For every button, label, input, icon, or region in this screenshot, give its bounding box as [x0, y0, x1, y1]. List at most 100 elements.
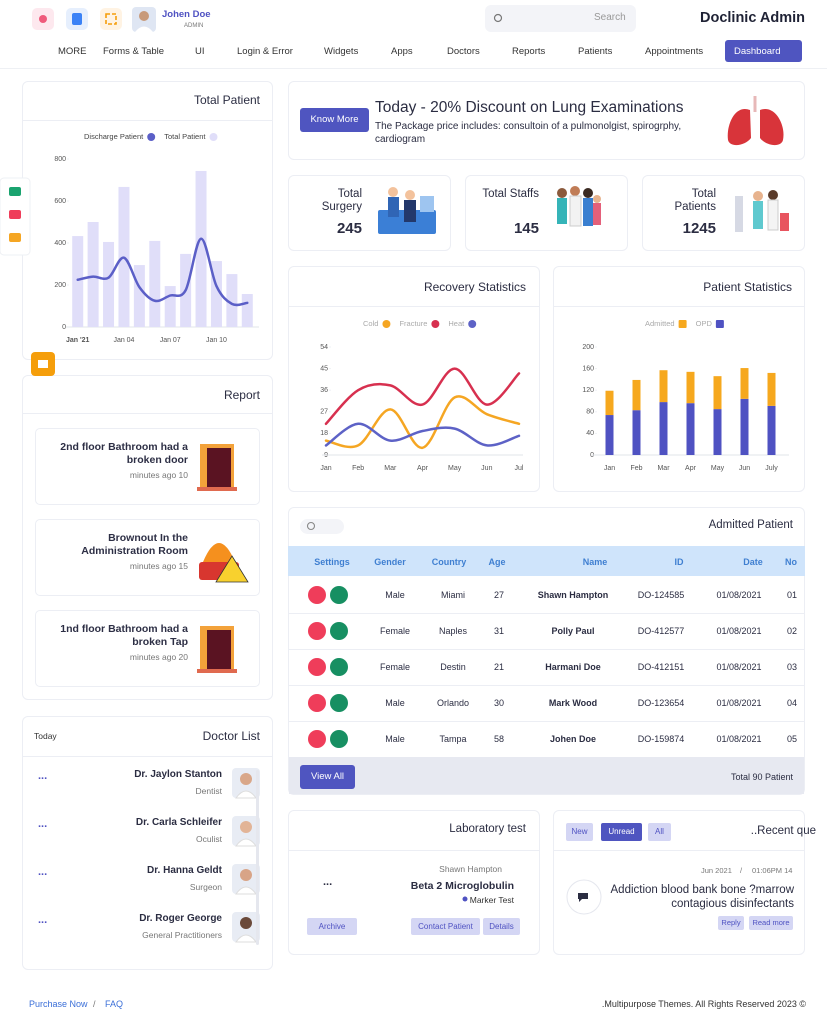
divider [22, 413, 273, 414]
more-menu[interactable]: ... [38, 818, 48, 830]
lab-patient: Shawn Hampton [439, 864, 502, 874]
total-patient-card [22, 81, 273, 360]
nav-item[interactable]: Apps [391, 46, 413, 57]
table-cell: Polly Paul [551, 626, 595, 636]
doctor-specialty: Oculist [196, 834, 222, 844]
reply-button[interactable]: Reply [718, 916, 744, 930]
nav-item[interactable]: Patients [578, 46, 613, 57]
table-cell: 31 [493, 626, 504, 636]
table-cell: 58 [493, 734, 504, 744]
read-more-button[interactable]: Read more [749, 916, 793, 930]
report-time: minutes ago 10 [129, 470, 188, 480]
lab-test: Beta 2 Microglobulin [410, 880, 514, 892]
avatar [132, 7, 156, 32]
table-cell: 27 [493, 590, 504, 600]
table-cell: 21 [493, 662, 504, 672]
card-title: Total Patient [193, 93, 260, 107]
nav-item[interactable]: UI [195, 46, 205, 57]
divider [288, 850, 540, 851]
tab-button[interactable]: Unread [601, 823, 642, 841]
table-cell: Male [385, 734, 405, 744]
card-title: Patient Statistics [703, 280, 792, 294]
nav-item[interactable]: MORE [58, 46, 87, 57]
nav-item[interactable]: Login & Error [237, 46, 293, 57]
table-cell: Harmani Doe [545, 662, 601, 672]
doctor-name: Dr. Jaylon Stanton [134, 769, 222, 780]
column-header: Settings [314, 557, 350, 567]
nav-item[interactable]: Reports [512, 46, 546, 57]
settings-icon [38, 360, 48, 368]
search-placeholder[interactable]: Search [594, 12, 626, 23]
table-cell: DO-159874 [637, 734, 685, 744]
promo-card [288, 81, 805, 160]
table-cell: 01/08/2021 [716, 590, 762, 600]
tab-label[interactable]: Today [34, 731, 57, 741]
footer-link[interactable]: FAQ [105, 999, 124, 1009]
table-cell: 05 [786, 734, 797, 744]
contact-button[interactable]: Contact Patient [411, 918, 480, 935]
table-cell: 02 [786, 626, 797, 636]
table-cell: Orlando [436, 698, 470, 708]
promo-button[interactable]: Know More [300, 108, 369, 132]
table-cell: 01/08/2021 [716, 734, 762, 744]
doctor-name: Dr. Carla Schleifer [135, 817, 222, 828]
icon [72, 13, 82, 25]
card-title: ..Recent que [750, 825, 816, 837]
table-cell: DO-124585 [637, 590, 685, 600]
tab-button[interactable]: New [566, 823, 593, 841]
report-text: 2nd floor Bathroom had a broken door [60, 441, 188, 466]
more-menu[interactable]: ... [38, 914, 48, 926]
doctor-name: Dr. Roger George [139, 913, 222, 924]
divider [288, 306, 540, 307]
table-cell: 04 [786, 698, 797, 708]
report-text: Brownout In the Administration Room [81, 532, 188, 557]
search-box [485, 5, 636, 32]
table-cell: DO-123654 [637, 698, 685, 708]
report-item [35, 428, 260, 505]
more-menu[interactable]: ... [38, 770, 48, 782]
more-menu[interactable]: ... [38, 866, 48, 878]
card-title: Laboratory test [449, 823, 526, 835]
divider [553, 850, 805, 851]
stat-card [288, 175, 451, 251]
table-search[interactable] [300, 519, 344, 534]
card-title: Admitted Patient [708, 519, 793, 531]
promo-text: The Package price includes: consultoin o… [375, 121, 682, 145]
table-cell: Mark Wood [548, 698, 598, 708]
footer-link[interactable]: Purchase Now [29, 999, 88, 1009]
more-menu[interactable]: ... [323, 876, 333, 888]
card-title: Report [223, 388, 260, 402]
table-cell: Johen Doe [549, 734, 596, 744]
nav-item[interactable]: Doctors [447, 46, 480, 57]
divider [22, 120, 273, 121]
stat-label: Total Staffs [482, 188, 539, 200]
divider [553, 306, 805, 307]
recent-time: 01:06PM 14 [752, 866, 793, 875]
nav-item-active[interactable]: Dashboard [725, 40, 802, 62]
recovery-card [288, 266, 540, 492]
recent-text: Addiction blood bank bone ?marrow contag… [610, 884, 794, 910]
divider [0, 68, 827, 69]
archive-button[interactable]: Archive [307, 918, 357, 935]
report-item [35, 610, 260, 687]
divider [288, 613, 805, 614]
side-icon [9, 210, 21, 219]
nav-item[interactable]: Forms & Table [103, 46, 165, 57]
stat-label: Total Patients [674, 188, 716, 213]
table-cell: Female [379, 662, 410, 672]
table-cell: 01 [786, 590, 797, 600]
details-button[interactable]: Details [483, 918, 520, 935]
nav-item[interactable]: Widgets [324, 46, 359, 57]
view-all-button[interactable]: View All [300, 765, 355, 789]
column-header: Name [582, 557, 608, 567]
table-cell: Shawn Hampton [537, 590, 609, 600]
table-total: Total 90 Patient [730, 772, 793, 782]
table-cell: DO-412151 [637, 662, 685, 672]
divider [22, 756, 273, 757]
nav-item[interactable]: Appointments [645, 46, 704, 57]
footer-copyright: .Multipurpose Themes. All Rights Reserve… [601, 999, 806, 1009]
stat-value: 145 [513, 220, 539, 237]
tab-button[interactable]: All [648, 823, 671, 841]
column-header: Age [488, 557, 506, 567]
